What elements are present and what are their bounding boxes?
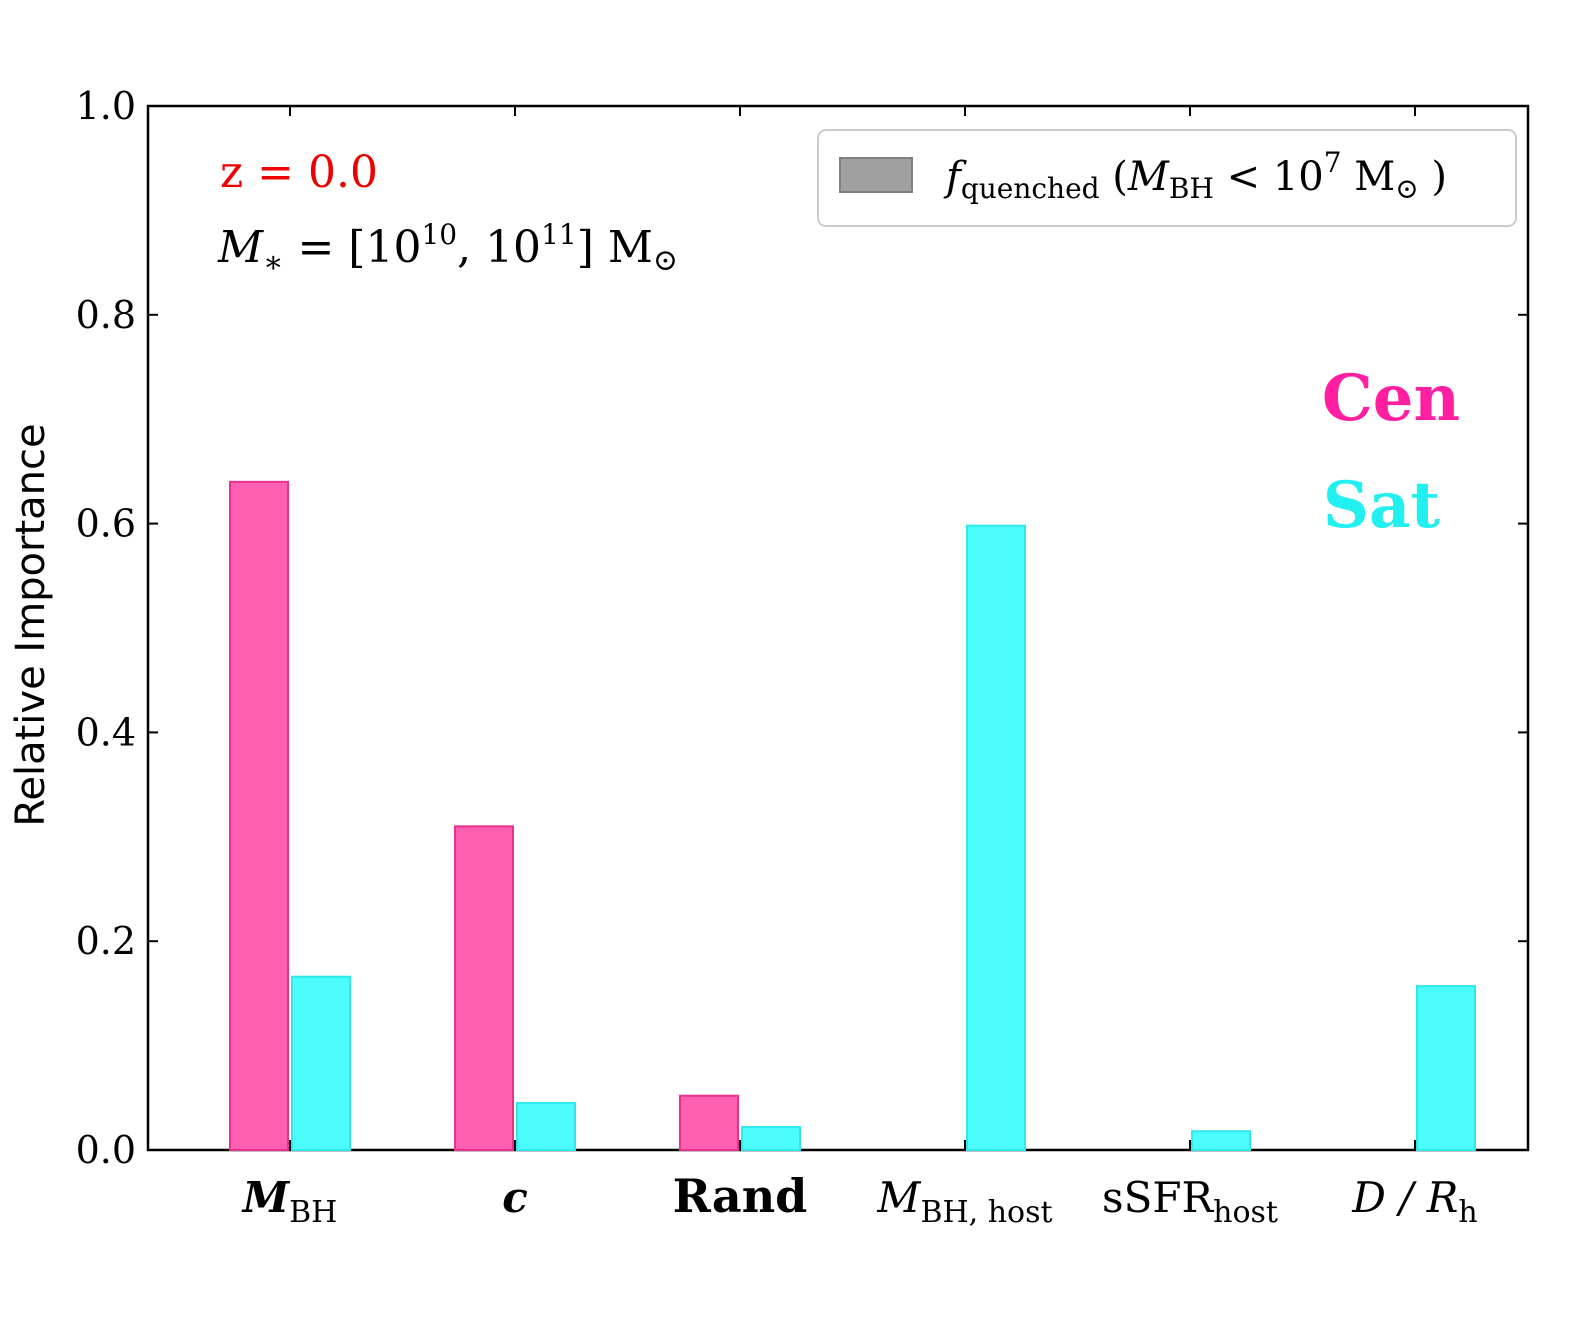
legend-entry: fquenched (MBH < 107 M⊙ ) — [943, 146, 1447, 205]
x-tick-label: MBH, host — [876, 1173, 1052, 1230]
bar-sat — [1416, 985, 1476, 1151]
legend-patch — [839, 157, 913, 193]
bar-sat — [966, 524, 1026, 1151]
x-tick-label: D / Rh — [1351, 1173, 1477, 1230]
y-tick-label: 0.0 — [76, 1128, 136, 1172]
plot-area — [146, 104, 1530, 1152]
bar-sat — [516, 1102, 576, 1152]
y-axis: 0.0 0.2 0.4 0.6 0.8 1.0 — [76, 84, 1528, 1172]
y-tick-label: 0.8 — [76, 293, 136, 337]
plot-frame — [146, 104, 1530, 1152]
redshift-annotation: z = 0.0 — [220, 147, 378, 198]
cen-series-label: Cen — [1322, 361, 1460, 436]
x-tick-label: Rand — [673, 1169, 808, 1223]
legend: fquenched (MBH < 107 M⊙ ) — [817, 129, 1517, 227]
bars — [229, 480, 1476, 1152]
legend-frame — [817, 129, 1517, 227]
sat-series-label: Sat — [1323, 468, 1441, 543]
y-tick-label: 0.6 — [76, 502, 136, 546]
y-tick-label: 0.4 — [76, 710, 136, 754]
bar-sat — [741, 1126, 801, 1151]
bar-sat — [291, 975, 351, 1151]
bar-cen — [679, 1094, 739, 1152]
mass-symbol: M — [217, 222, 264, 273]
x-tick-label: sSFRhost — [1102, 1173, 1278, 1230]
sun-symbol: ⊙ — [653, 243, 678, 278]
y-axis-label: Relative Importance — [8, 423, 54, 826]
mass-subscript: ∗ — [263, 245, 283, 280]
bar-sat — [1191, 1130, 1251, 1152]
bar-cen — [454, 825, 514, 1151]
bar-cen — [229, 480, 289, 1151]
y-tick-label: 1.0 — [76, 84, 136, 128]
x-tick-label: c — [502, 1173, 528, 1222]
y-tick-label: 0.2 — [76, 919, 136, 963]
x-axis: MBH c Rand MBH, host sSFRhost D / Rh — [241, 106, 1478, 1230]
x-tick-label: MBH — [241, 1173, 338, 1230]
mass-range-annotation: M∗ = [1010, 1011] M⊙ — [217, 218, 678, 280]
